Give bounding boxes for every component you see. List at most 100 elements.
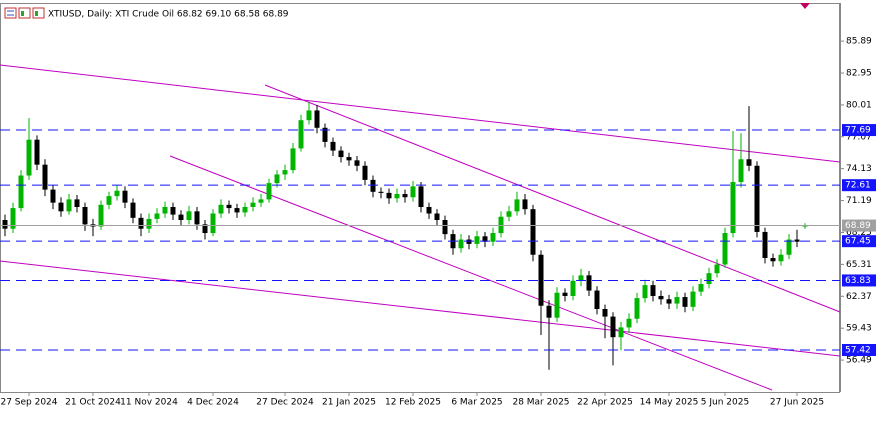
candle-body bbox=[482, 236, 488, 242]
level-label-box bbox=[842, 274, 876, 287]
trend-line bbox=[0, 64, 841, 163]
candle-body bbox=[786, 239, 792, 255]
candle-body bbox=[274, 174, 280, 184]
candle-body bbox=[714, 264, 720, 274]
candle-body bbox=[562, 292, 568, 296]
candle-body bbox=[98, 204, 104, 227]
candle-body bbox=[746, 159, 752, 166]
icon[interactable] bbox=[4, 7, 17, 19]
icon[interactable] bbox=[18, 7, 31, 19]
level-label-box bbox=[842, 235, 876, 248]
icon bbox=[35, 11, 38, 16]
candle-body bbox=[434, 213, 440, 221]
candle-body bbox=[738, 159, 744, 183]
price-label: 68.89 bbox=[845, 221, 871, 231]
level-label-box bbox=[842, 179, 876, 192]
chart-title: XTIUSD, Daily: XTI Crude Oil 68.82 69.10… bbox=[48, 10, 289, 20]
candle-body bbox=[138, 217, 144, 229]
candle-body bbox=[154, 213, 160, 219]
candle-body bbox=[18, 175, 24, 209]
candle-body bbox=[370, 179, 376, 192]
candle-body bbox=[210, 213, 216, 234]
candle-body bbox=[730, 182, 736, 234]
candle-body bbox=[538, 254, 544, 306]
level-label: 72.61 bbox=[845, 181, 871, 191]
candle-body bbox=[346, 157, 352, 161]
candle-body bbox=[122, 190, 128, 203]
candle-body bbox=[442, 220, 448, 235]
y-tick-label: 77.07 bbox=[846, 132, 872, 142]
candle-body bbox=[626, 318, 632, 328]
candle-body bbox=[290, 148, 296, 171]
candle-body bbox=[298, 120, 304, 149]
candle-body bbox=[130, 202, 136, 218]
candle-body bbox=[570, 280, 576, 296]
x-tick-label: 27 Dec 2024 bbox=[256, 398, 314, 408]
candle-body bbox=[674, 297, 680, 304]
x-tick-label: 5 Jun 2025 bbox=[701, 398, 749, 408]
candle-body bbox=[394, 193, 400, 199]
x-tick-label: 21 Oct 2024 bbox=[65, 398, 121, 408]
x-tick-label: 27 Jun 2025 bbox=[770, 398, 824, 408]
candle-body bbox=[194, 211, 200, 225]
candle-body bbox=[466, 239, 472, 244]
candle-body bbox=[266, 183, 272, 200]
candle-body bbox=[10, 208, 16, 229]
candle-body bbox=[458, 239, 464, 249]
price-label-box bbox=[842, 219, 876, 232]
candle-body bbox=[618, 327, 624, 338]
x-tick-label: 4 Dec 2024 bbox=[187, 398, 239, 408]
candle-body bbox=[386, 192, 392, 199]
candle-body bbox=[426, 206, 432, 214]
candle-body bbox=[314, 110, 320, 128]
level-label: 63.83 bbox=[845, 276, 871, 286]
candle-body bbox=[706, 273, 712, 285]
candle-body bbox=[250, 202, 256, 207]
level-label-box bbox=[842, 344, 876, 357]
candle-body bbox=[794, 239, 800, 242]
candle-body bbox=[530, 209, 536, 255]
toolbar-icons[interactable] bbox=[4, 7, 45, 19]
candle-body bbox=[218, 204, 224, 214]
y-tick-label: 56.49 bbox=[846, 356, 872, 366]
candle-body bbox=[362, 165, 368, 180]
candle-body bbox=[66, 199, 72, 212]
candle-body bbox=[106, 196, 112, 205]
candle-body bbox=[594, 290, 600, 309]
candle-body bbox=[506, 211, 512, 217]
candle-body bbox=[322, 127, 328, 142]
candle-body bbox=[306, 110, 312, 121]
y-tick-label: 59.43 bbox=[846, 324, 872, 334]
candle-body bbox=[58, 202, 64, 212]
candle-body bbox=[82, 206, 88, 225]
level-label: 67.45 bbox=[845, 237, 871, 247]
candle-body bbox=[146, 218, 152, 229]
candle-body bbox=[242, 206, 248, 213]
candle-body bbox=[338, 150, 344, 158]
candle-body bbox=[258, 199, 264, 203]
candle-body bbox=[514, 199, 520, 212]
candle-body bbox=[410, 186, 416, 198]
x-tick-label: 21 Jan 2025 bbox=[322, 398, 376, 408]
level-label: 57.42 bbox=[845, 346, 871, 356]
icon[interactable] bbox=[32, 7, 45, 19]
candle-body bbox=[378, 191, 384, 193]
candle-body bbox=[202, 224, 208, 234]
candle-body bbox=[330, 141, 336, 151]
icon bbox=[21, 11, 24, 16]
candle-body bbox=[178, 214, 184, 221]
candle-body bbox=[634, 298, 640, 319]
candle-body bbox=[602, 308, 608, 317]
candle-body bbox=[186, 211, 192, 221]
x-tick-label: 6 Mar 2025 bbox=[451, 398, 502, 408]
candle-body bbox=[474, 236, 480, 244]
x-tick-label: 27 Sep 2024 bbox=[0, 398, 57, 408]
candle-body bbox=[690, 291, 696, 307]
trend-line bbox=[264, 84, 841, 313]
candle-body bbox=[610, 316, 616, 338]
x-tick-label: 14 May 2025 bbox=[640, 398, 699, 408]
candle-body bbox=[778, 254, 784, 262]
candle-body bbox=[522, 199, 528, 210]
